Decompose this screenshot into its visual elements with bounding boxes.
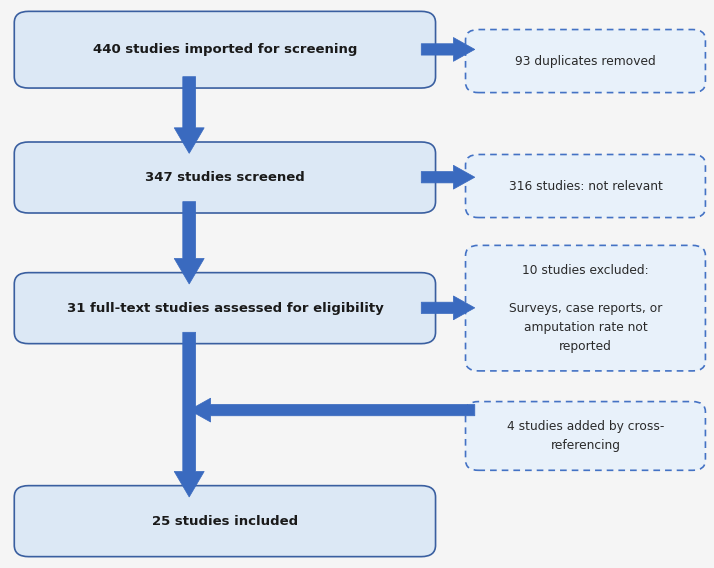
Text: 93 duplicates removed: 93 duplicates removed — [515, 55, 656, 68]
FancyBboxPatch shape — [466, 245, 705, 371]
Polygon shape — [174, 77, 204, 153]
Polygon shape — [189, 398, 475, 422]
Polygon shape — [421, 37, 475, 61]
Text: 316 studies: not relevant: 316 studies: not relevant — [508, 179, 663, 193]
Polygon shape — [174, 332, 204, 497]
Polygon shape — [174, 202, 204, 284]
Polygon shape — [421, 296, 475, 320]
FancyBboxPatch shape — [14, 486, 436, 557]
Text: 440 studies imported for screening: 440 studies imported for screening — [93, 43, 357, 56]
FancyBboxPatch shape — [466, 30, 705, 93]
Text: 31 full-text studies assessed for eligibility: 31 full-text studies assessed for eligib… — [66, 302, 383, 315]
FancyBboxPatch shape — [14, 142, 436, 213]
Polygon shape — [421, 165, 475, 189]
FancyBboxPatch shape — [466, 154, 705, 218]
Text: 347 studies screened: 347 studies screened — [145, 171, 305, 184]
Text: 4 studies added by cross-
referencing: 4 studies added by cross- referencing — [507, 420, 664, 452]
FancyBboxPatch shape — [466, 402, 705, 470]
Text: 10 studies excluded:

Surveys, case reports, or
amputation rate not
reported: 10 studies excluded: Surveys, case repor… — [509, 264, 662, 353]
Text: 25 studies included: 25 studies included — [152, 515, 298, 528]
FancyBboxPatch shape — [14, 11, 436, 88]
FancyBboxPatch shape — [14, 273, 436, 344]
